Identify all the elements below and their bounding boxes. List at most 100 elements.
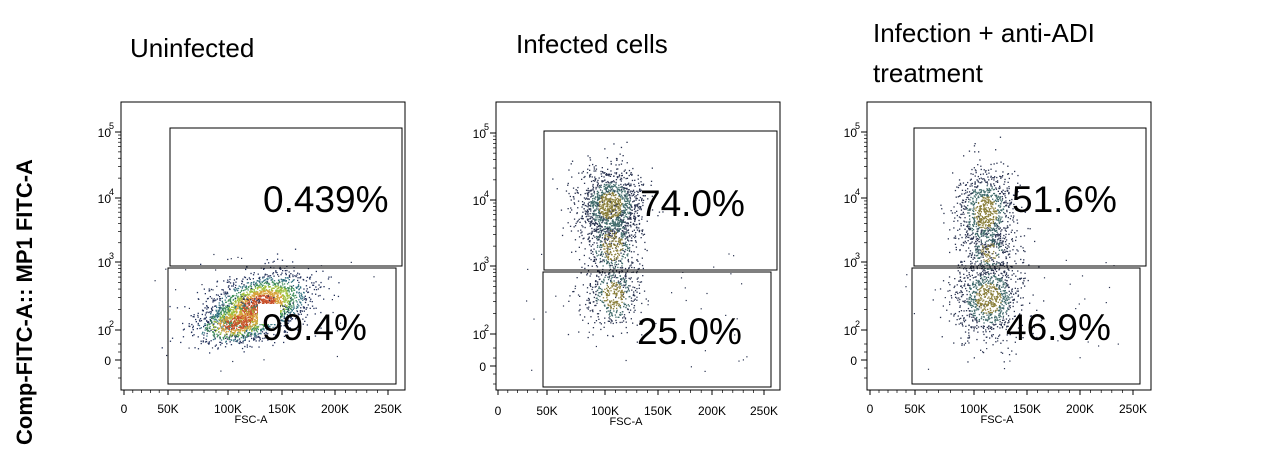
event-dot — [274, 301, 276, 303]
event-dot — [628, 169, 631, 172]
event-dot — [250, 296, 252, 298]
event-dot — [267, 302, 269, 304]
event-dot — [241, 289, 243, 291]
event-dot — [246, 307, 248, 309]
event-dot — [598, 246, 601, 248]
event-dot — [225, 328, 227, 330]
event-dot — [218, 304, 220, 306]
event-dot — [594, 256, 596, 259]
event-dot — [244, 276, 247, 279]
event-dot — [288, 279, 290, 281]
event-dot — [277, 286, 279, 288]
event-dot — [609, 173, 611, 176]
event-dot — [617, 246, 619, 248]
event-dot — [210, 311, 212, 313]
event-dot — [297, 277, 299, 279]
event-dot — [188, 347, 190, 349]
event-dot — [615, 245, 618, 248]
event-dot — [227, 325, 230, 328]
event-dot — [613, 223, 615, 225]
event-dot — [593, 170, 595, 172]
event-dot — [567, 182, 569, 185]
event-dot — [233, 339, 235, 341]
event-dot — [605, 238, 607, 240]
event-dot — [270, 300, 272, 303]
event-dot — [213, 318, 215, 320]
event-dot — [616, 158, 618, 160]
event-dot — [217, 322, 220, 325]
event-dot — [245, 309, 248, 312]
event-dot — [224, 320, 227, 322]
event-dot — [300, 297, 302, 299]
event-dot — [582, 204, 584, 206]
event-dot — [247, 302, 249, 304]
event-dot — [206, 320, 208, 322]
event-dot — [215, 318, 217, 320]
event-dot — [231, 326, 234, 328]
event-dot — [251, 317, 253, 319]
event-dot — [212, 328, 214, 330]
event-dot — [631, 234, 633, 236]
event-dot — [626, 224, 628, 227]
event-dot — [617, 266, 619, 269]
event-dot — [603, 212, 605, 215]
event-dot — [595, 217, 597, 219]
event-dot — [208, 290, 210, 292]
event-dot — [242, 307, 244, 309]
event-dot — [211, 297, 213, 299]
event-dot — [328, 288, 330, 290]
event-dot — [231, 295, 234, 297]
event-dot — [228, 338, 230, 340]
event-dot — [590, 259, 592, 261]
event-dot — [593, 242, 595, 244]
event-dot — [248, 332, 250, 334]
event-dot — [590, 190, 592, 192]
event-dot — [206, 311, 208, 313]
event-dot — [586, 205, 588, 207]
event-dot — [309, 286, 311, 288]
event-dot — [609, 185, 611, 187]
event-dot — [595, 178, 597, 180]
event-dot — [251, 321, 254, 324]
event-dot — [588, 204, 590, 207]
event-dot — [631, 266, 633, 269]
event-dot — [588, 306, 590, 308]
event-dot — [620, 190, 622, 192]
event-dot — [251, 290, 254, 293]
event-dot — [226, 336, 228, 338]
event-dot — [619, 201, 622, 203]
event-dot — [262, 280, 265, 282]
event-dot — [609, 258, 612, 260]
event-dot — [232, 334, 234, 336]
event-dot — [298, 288, 300, 290]
event-dot — [260, 332, 262, 334]
event-dot — [205, 312, 207, 314]
event-dot — [242, 325, 244, 327]
event-dot — [612, 222, 614, 224]
event-dot — [221, 297, 223, 299]
event-dot — [217, 315, 220, 318]
event-dot — [225, 310, 227, 312]
event-dot — [288, 310, 290, 312]
event-dot — [634, 218, 636, 220]
event-dot — [213, 335, 215, 337]
event-dot — [252, 323, 254, 326]
event-dot — [601, 175, 603, 177]
event-dot — [276, 325, 279, 327]
event-dot — [242, 321, 244, 323]
event-dot — [598, 210, 600, 213]
event-dot — [639, 206, 641, 208]
event-dot — [630, 173, 632, 175]
event-dot — [603, 209, 605, 212]
event-dot — [308, 296, 311, 299]
event-dot — [283, 341, 285, 344]
event-dot — [238, 305, 241, 307]
event-dot — [601, 244, 603, 246]
event-dot — [581, 172, 583, 174]
event-dot — [233, 340, 235, 342]
event-dot — [597, 186, 599, 188]
event-dot — [600, 184, 602, 186]
event-dot — [250, 308, 252, 311]
event-dot — [612, 216, 615, 218]
event-dot — [611, 247, 614, 249]
